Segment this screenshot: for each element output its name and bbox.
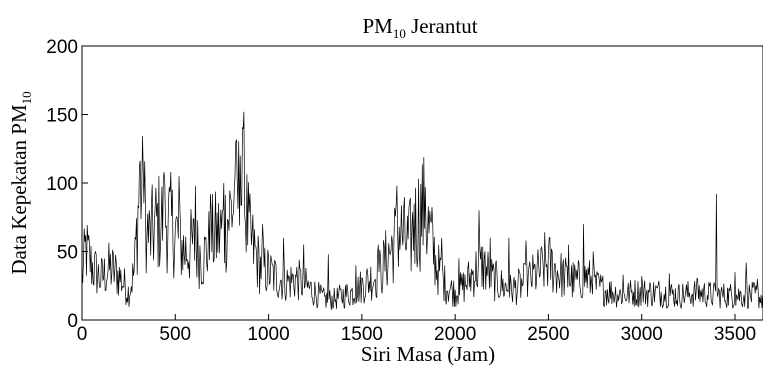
x-axis-ticks: 0 500 1000 1500 2000 2500 3000 3500 [77, 314, 756, 345]
x-tick-label: 2000 [434, 324, 476, 345]
y-tick-label: 200 [46, 37, 78, 58]
x-tick-label: 1000 [247, 324, 289, 345]
y-axis-label: Data Kepekatan PM10 [7, 91, 34, 274]
y-axis-ticks: 0 50 100 150 200 [46, 37, 88, 332]
y-tick-label: 0 [67, 311, 78, 332]
x-tick-label: 1500 [341, 324, 383, 345]
x-tick-label: 2500 [527, 324, 569, 345]
y-tick-label: 150 [46, 106, 78, 127]
x-tick-label: 500 [159, 324, 191, 345]
x-axis-label: Siri Masa (Jam) [361, 342, 495, 365]
y-tick-label: 50 [57, 243, 78, 264]
series-line-pm10 [81, 111, 763, 311]
y-tick-label: 100 [46, 174, 78, 195]
x-tick-label: 0 [77, 324, 88, 345]
x-tick-label: 3500 [714, 324, 756, 345]
chart-title: PM10 Jerantut [362, 14, 477, 41]
x-tick-label: 3000 [621, 324, 663, 345]
